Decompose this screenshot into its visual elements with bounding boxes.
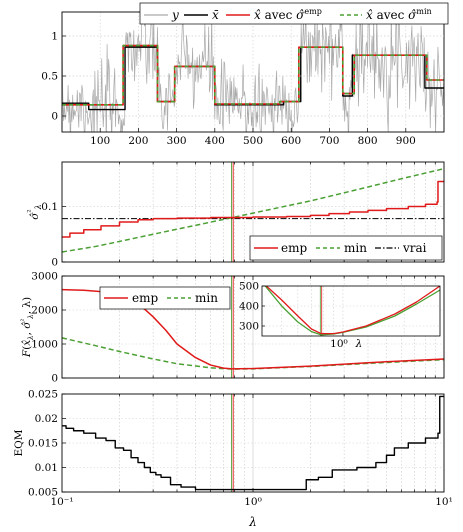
y-tick-label: 3000: [31, 271, 58, 283]
panel-sigma: 0 0.1σ̂²λ emp min vrai: [26, 161, 445, 269]
axes-frame: [61, 275, 445, 379]
inset-bg: [262, 286, 440, 336]
series-y: [62, 12, 444, 132]
y-tick-label: 0.02: [35, 413, 58, 425]
legend-label-xbar: x̄: [212, 8, 219, 22]
x-tick-label: 800: [358, 135, 378, 147]
panel-signal: 100 200 300 400 500 600 700 800 900 0 0.5 1 y x̄ x̂ av…: [41, 2, 449, 147]
y-tick-label: 1: [51, 31, 58, 43]
x-tick-label: 100: [90, 135, 110, 147]
legend-label-min: min: [195, 291, 218, 305]
x-tick-label: 600: [281, 135, 301, 147]
y-axis-label: EQM: [13, 429, 25, 456]
inset-x-tick-label: 10⁰: [330, 338, 348, 350]
y-tick-label: 0: [51, 257, 58, 269]
inset-y-tick-label: 300: [239, 321, 259, 333]
legend-label-emp: x̂ avec σ̂emp: [254, 7, 322, 22]
series-min: [61, 167, 445, 253]
legend-box: [139, 2, 449, 25]
legend-label-min: min: [344, 241, 367, 255]
x-tick-label: 900: [396, 135, 416, 147]
inset-x-axis-label: λ: [355, 338, 363, 350]
x-tick-label: 400: [205, 135, 225, 147]
inset-y-tick-label: 500: [239, 281, 259, 293]
y-tick-label: 0.015: [28, 438, 58, 450]
y-axis-label: σ̂²λ: [26, 204, 43, 219]
legend: emp min vrai: [249, 235, 443, 261]
y-tick-label: 2000: [31, 305, 58, 317]
series-eqm: [62, 395, 444, 491]
x-axis-label: λ: [248, 515, 257, 529]
x-tick-label: 300: [167, 135, 187, 147]
y-tick-label: 0.005: [28, 487, 58, 499]
axes-frame: [61, 161, 445, 263]
panel-eqm: 0.005 0.01 0.015 0.02 0.025 10⁻¹ 10⁰ 10¹ λ EQM: [13, 389, 453, 530]
x-tick-label: 700: [319, 135, 339, 147]
legend: emp min: [99, 286, 231, 310]
legend-label-min: x̂ avec σ̂min: [366, 7, 432, 22]
series-xhat-min: [62, 44, 444, 106]
axes-frame: [61, 393, 445, 493]
panel-F: 0 1000 2000 3000 F(x̂λ, σ̂²λ, λ) emp min 300 400…: [20, 271, 445, 385]
y-tick-label: 0.1: [41, 201, 58, 213]
y-axis-label: F(x̂λ, σ̂²λ, λ): [20, 297, 35, 358]
legend: y x̄ x̂ avec σ̂emp x̂ avec σ̂min: [139, 2, 449, 25]
legend-label-emp: emp: [281, 241, 307, 255]
x-tick-label: 10⁻¹: [50, 496, 73, 508]
inset-y-tick-label: 400: [239, 301, 259, 313]
legend-label-y: y: [171, 8, 179, 22]
legend-label-vrai: vrai: [402, 241, 427, 255]
inset-frame: [261, 285, 441, 337]
y-tick-label: 0.025: [28, 389, 58, 401]
legend-label-emp: emp: [132, 291, 158, 305]
y-tick-label: 1000: [31, 339, 58, 351]
series-min: [61, 337, 445, 370]
legend-box: [99, 286, 231, 310]
x-tick-label: 200: [128, 135, 148, 147]
y-tick-label: 0.01: [35, 462, 58, 474]
y-tick-label: 0: [51, 111, 58, 123]
inset-series-emp: [265, 286, 440, 335]
y-tick-label: 0.5: [41, 71, 58, 83]
x-tick-label: 10⁰: [244, 496, 262, 508]
x-tick-label: 500: [243, 135, 263, 147]
legend-box: [249, 235, 443, 261]
series-emp: [62, 180, 444, 238]
x-tick-label: 10¹: [435, 496, 453, 508]
y-tick-label: 0: [51, 373, 58, 385]
inset: 300 400 500 10⁰ λ: [239, 281, 441, 350]
